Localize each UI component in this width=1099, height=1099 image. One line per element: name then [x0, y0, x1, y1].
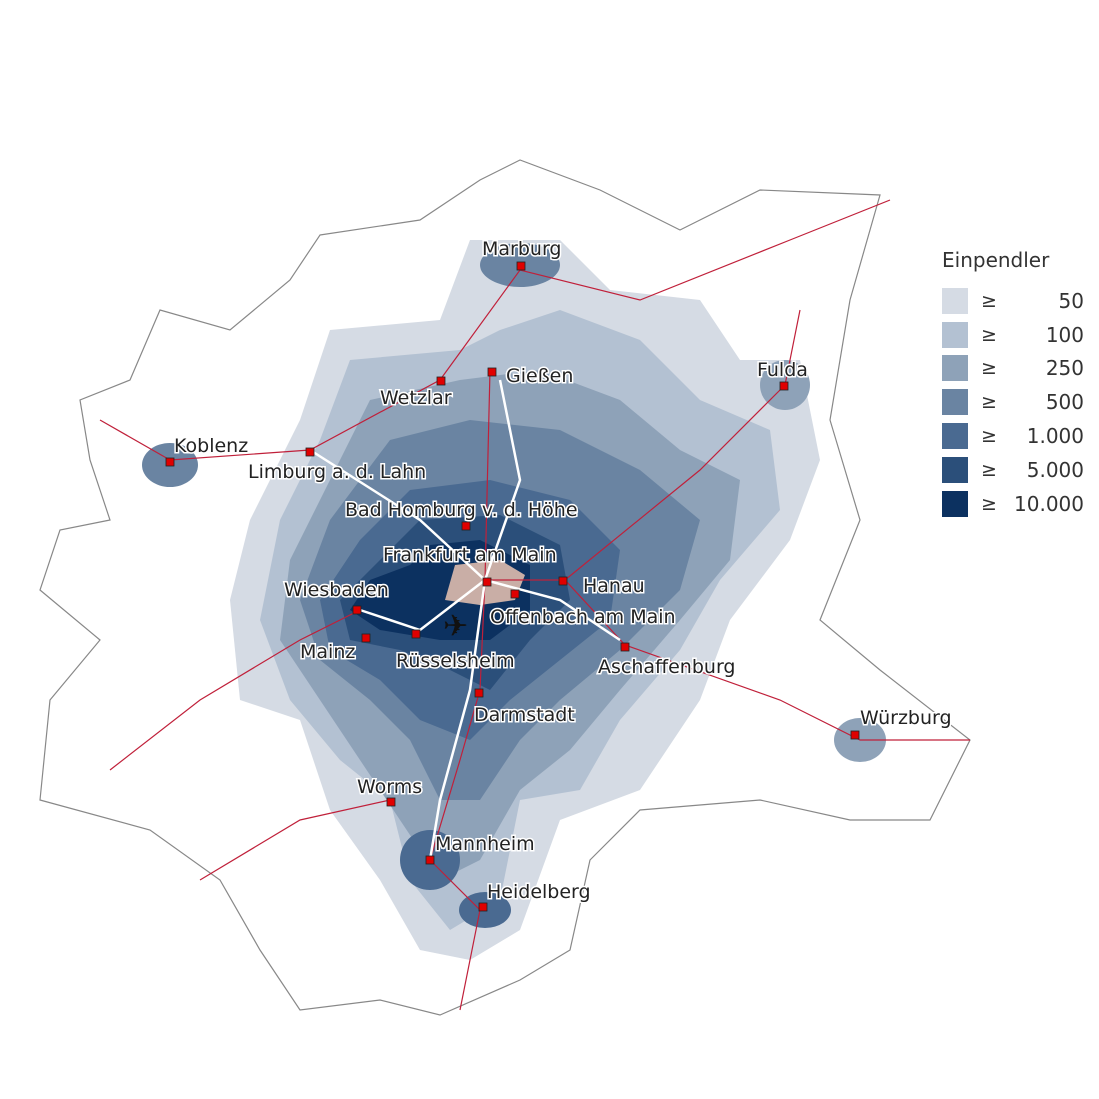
city-label: Fulda	[757, 359, 808, 381]
city-label: Darmstadt	[474, 704, 575, 726]
legend-row: ≥250	[942, 352, 1092, 386]
city-label: Wiesbaden	[284, 579, 389, 601]
city-marker	[461, 521, 471, 531]
legend-swatch	[942, 456, 968, 483]
legend-value: 10.000	[1014, 491, 1084, 516]
legend-symbol: ≥	[981, 425, 997, 448]
legend-swatch	[942, 355, 968, 382]
city-marker	[478, 902, 488, 912]
legend-row: ≥50	[942, 284, 1092, 318]
legend-symbol: ≥	[981, 492, 997, 515]
city-marker	[487, 367, 497, 377]
city-label: Gießen	[506, 365, 573, 387]
city-label: Rüsselsheim	[396, 650, 515, 672]
city-label: Marburg	[482, 238, 562, 260]
legend-symbol: ≥	[981, 458, 997, 481]
legend-swatch	[942, 423, 968, 450]
legend-swatch	[942, 490, 968, 517]
legend-swatch	[942, 287, 968, 314]
city-marker	[436, 376, 446, 386]
city-label: Koblenz	[174, 435, 248, 457]
city-label: Hanau	[583, 575, 645, 597]
city-label: Limburg a. d. Lahn	[248, 461, 426, 483]
city-marker	[482, 577, 492, 587]
city-marker	[510, 589, 520, 599]
legend-symbol: ≥	[981, 357, 997, 380]
city-marker	[620, 642, 630, 652]
city-label: Frankfurt am Main	[383, 544, 557, 566]
city-marker	[361, 633, 371, 643]
city-marker	[516, 261, 526, 271]
city-marker	[305, 447, 315, 457]
city-label: Heidelberg	[487, 881, 591, 903]
legend-swatch	[942, 389, 968, 416]
legend-value: 1.000	[1026, 424, 1084, 449]
city-marker	[386, 797, 396, 807]
city-marker	[165, 457, 175, 467]
legend-row: ≥5.000	[942, 453, 1092, 487]
city-label: Würzburg	[860, 707, 952, 729]
legend-symbol: ≥	[981, 391, 997, 414]
city-marker	[850, 730, 860, 740]
legend-title: Einpendler	[942, 248, 1050, 272]
airplane-icon: ✈	[443, 609, 468, 644]
city-label: Offenbach am Main	[490, 606, 676, 628]
legend-value: 500	[1045, 390, 1084, 415]
legend-symbol: ≥	[981, 289, 997, 312]
city-marker	[474, 688, 484, 698]
city-label: Worms	[357, 776, 422, 798]
city-label: Mainz	[300, 641, 355, 663]
legend-row: ≥500	[942, 385, 1092, 419]
city-marker	[352, 605, 362, 615]
legend-row: ≥10.000	[942, 487, 1092, 521]
legend-row: ≥100	[942, 318, 1092, 352]
city-marker	[779, 381, 789, 391]
legend-row: ≥1.000	[942, 419, 1092, 453]
legend-value: 250	[1045, 356, 1084, 381]
legend-swatch	[942, 321, 968, 348]
city-marker	[558, 576, 568, 586]
city-label: Aschaffenburg	[598, 656, 736, 678]
legend-value: 5.000	[1026, 457, 1084, 482]
legend: Einpendler ≥50 ≥100 ≥250 ≥500 ≥1.000 ≥5.000 ≥1…	[942, 248, 1092, 521]
city-marker	[425, 855, 435, 865]
legend-symbol: ≥	[981, 323, 997, 346]
legend-value: 50	[1058, 288, 1084, 313]
legend-value: 100	[1045, 322, 1084, 347]
city-marker	[411, 629, 421, 639]
city-label: Bad Homburg v. d. Höhe	[345, 499, 578, 521]
city-label: Wetzlar	[380, 387, 452, 409]
city-label: Mannheim	[435, 833, 535, 855]
